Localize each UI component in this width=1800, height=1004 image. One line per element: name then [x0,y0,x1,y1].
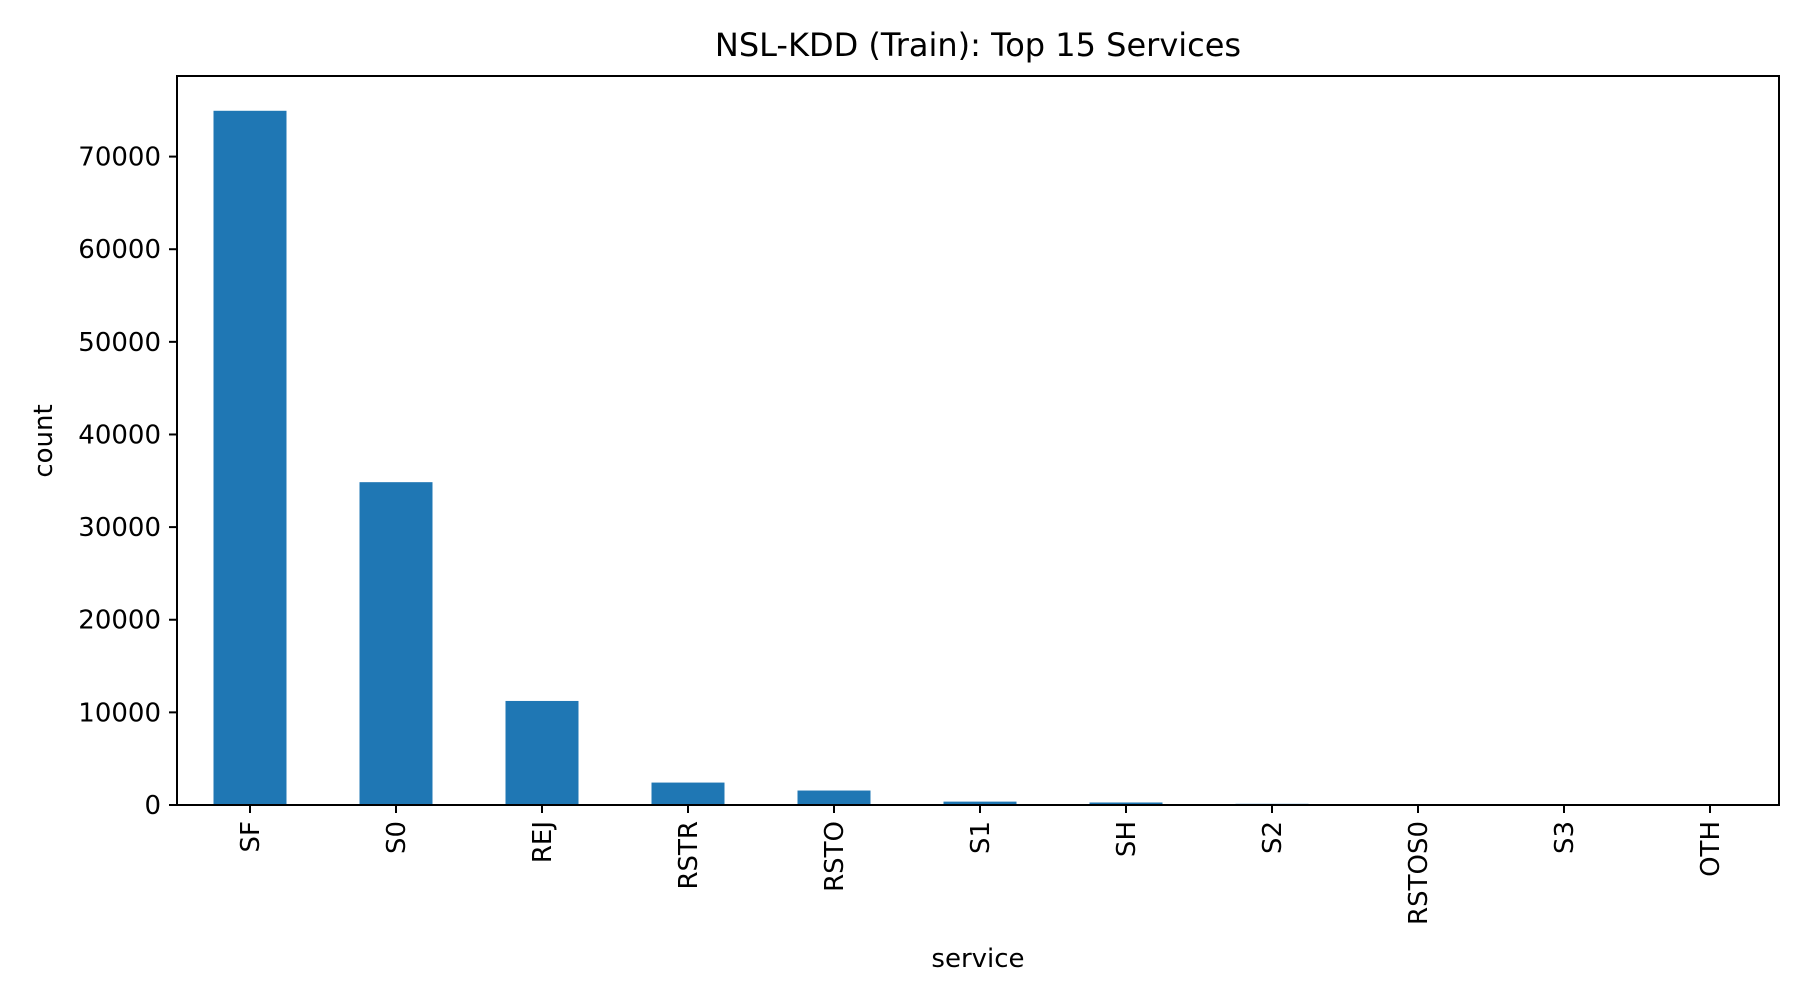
x-tick-label: S3 [1550,821,1580,854]
x-axis-ticks: SF S0 REJ RSTR RSTO S1 SH S2 RSTOS0 S3 OTH [236,805,1726,925]
y-tick-label: 20000 [78,606,161,636]
y-tick-label: 70000 [78,143,161,173]
bar-rej [506,701,579,805]
x-tick-label: SF [236,821,266,852]
x-axis-label: service [931,944,1024,974]
y-tick-label: 40000 [78,420,161,450]
x-tick-label: REJ [528,821,558,863]
x-tick-label: RSTOS0 [1404,821,1434,925]
chart-title: NSL-KDD (Train): Top 15 Services [715,26,1241,64]
y-tick-label: 0 [144,791,161,821]
bar-rstr [652,783,725,805]
y-tick-label: 50000 [78,328,161,358]
x-tick-label: S0 [382,821,412,854]
y-axis-ticks: 0 10000 20000 30000 40000 50000 60000 70000 [78,143,177,821]
bar-sf [214,111,287,805]
x-tick-label: RSTR [674,821,704,890]
bar-rsto [798,791,871,805]
y-tick-label: 60000 [78,235,161,265]
x-tick-label: OTH [1696,821,1726,877]
x-tick-label: S1 [966,821,996,854]
x-tick-label: SH [1112,821,1142,857]
x-tick-label: S2 [1258,821,1288,854]
bar-s0 [360,482,433,805]
bars-group [214,111,1747,805]
y-axis-label: count [29,404,59,477]
y-tick-label: 10000 [78,698,161,728]
y-tick-label: 30000 [78,513,161,543]
x-tick-label: RSTO [820,821,850,892]
